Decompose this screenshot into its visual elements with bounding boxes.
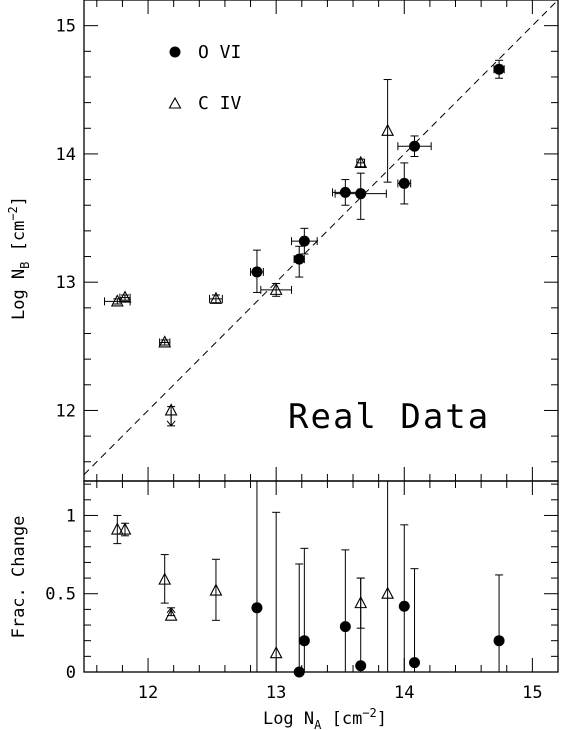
o-vi-point bbox=[493, 63, 505, 75]
top-panel-data-marks bbox=[103, 59, 505, 427]
bottom-y-tick-label: 0 bbox=[66, 663, 76, 683]
top-y-tick-label: 15 bbox=[56, 17, 76, 37]
top-y-axis-title: Log NB [cm−2] bbox=[6, 196, 32, 320]
legend: O VI C IV bbox=[168, 42, 242, 114]
c-iv-point bbox=[164, 403, 178, 416]
legend-c-iv-label: C IV bbox=[198, 93, 242, 114]
c-iv-point bbox=[110, 522, 124, 535]
top-panel: 12 13 14 15 O VI C IV Real Data Log NB [cm−… bbox=[6, 0, 559, 482]
bottom-panel: 0 0.5 1 12 13 14 15 Frac. Change Log NA [cm−2] bbox=[9, 480, 559, 730]
o-vi-point bbox=[251, 602, 263, 614]
limit-arrow-head bbox=[166, 420, 176, 427]
x-axis-title: Log NA [cm−2] bbox=[263, 706, 387, 730]
o-vi-point bbox=[293, 253, 305, 265]
x-tick-label: 12 bbox=[138, 683, 158, 703]
top-y-tick-label: 12 bbox=[56, 401, 76, 421]
o-vi-point bbox=[398, 600, 410, 612]
top-panel-y-tick-labels: 12 13 14 15 bbox=[56, 17, 76, 422]
c-iv-point bbox=[269, 282, 283, 295]
legend-o-vi-label: O VI bbox=[198, 42, 241, 63]
o-vi-point bbox=[355, 188, 367, 200]
c-iv-point bbox=[209, 583, 223, 596]
top-panel-ticks bbox=[84, 0, 559, 481]
c-iv-point bbox=[354, 595, 368, 609]
bottom-panel-frame bbox=[83, 480, 559, 673]
c-iv-point bbox=[118, 522, 132, 535]
real-data-annotation: Real Data bbox=[288, 397, 490, 437]
x-tick-label: 15 bbox=[522, 683, 542, 703]
o-vi-point bbox=[398, 177, 410, 189]
identity-reference-line bbox=[83, 0, 559, 475]
c-iv-point bbox=[158, 572, 172, 585]
c-iv-point bbox=[381, 123, 395, 136]
o-vi-point bbox=[493, 635, 505, 647]
bottom-y-axis-title: Frac. Change bbox=[9, 516, 29, 639]
c-iv-point bbox=[209, 291, 223, 304]
x-tick-label: 13 bbox=[266, 683, 286, 703]
legend-o-vi-marker bbox=[169, 46, 181, 58]
bottom-panel-data-marks bbox=[110, 480, 505, 678]
c-iv-point bbox=[354, 155, 368, 168]
bottom-panel-tick-labels: 0 0.5 1 12 13 14 15 bbox=[45, 506, 542, 703]
c-iv-point bbox=[118, 290, 132, 303]
legend-c-iv-marker bbox=[168, 96, 182, 109]
o-vi-point bbox=[251, 266, 263, 278]
limit-arrow-head bbox=[166, 607, 176, 614]
bottom-y-tick-label: 1 bbox=[66, 506, 76, 526]
top-y-tick-label: 13 bbox=[56, 273, 76, 293]
x-tick-label: 14 bbox=[394, 683, 414, 703]
o-vi-point bbox=[409, 140, 421, 152]
top-y-tick-label: 14 bbox=[56, 145, 76, 165]
bottom-panel-ticks bbox=[84, 481, 559, 673]
c-iv-point bbox=[381, 586, 395, 599]
c-iv-point bbox=[269, 646, 283, 659]
o-vi-point bbox=[339, 621, 351, 633]
c-iv-point bbox=[158, 335, 172, 348]
o-vi-point bbox=[339, 186, 351, 198]
o-vi-point bbox=[298, 635, 310, 647]
o-vi-point bbox=[355, 660, 367, 672]
o-vi-point bbox=[298, 235, 310, 247]
identity-line bbox=[83, 0, 559, 475]
o-vi-point bbox=[293, 666, 305, 678]
o-vi-point bbox=[409, 657, 421, 669]
bottom-y-tick-label: 0.5 bbox=[45, 585, 76, 605]
c-iv-point bbox=[164, 608, 178, 621]
